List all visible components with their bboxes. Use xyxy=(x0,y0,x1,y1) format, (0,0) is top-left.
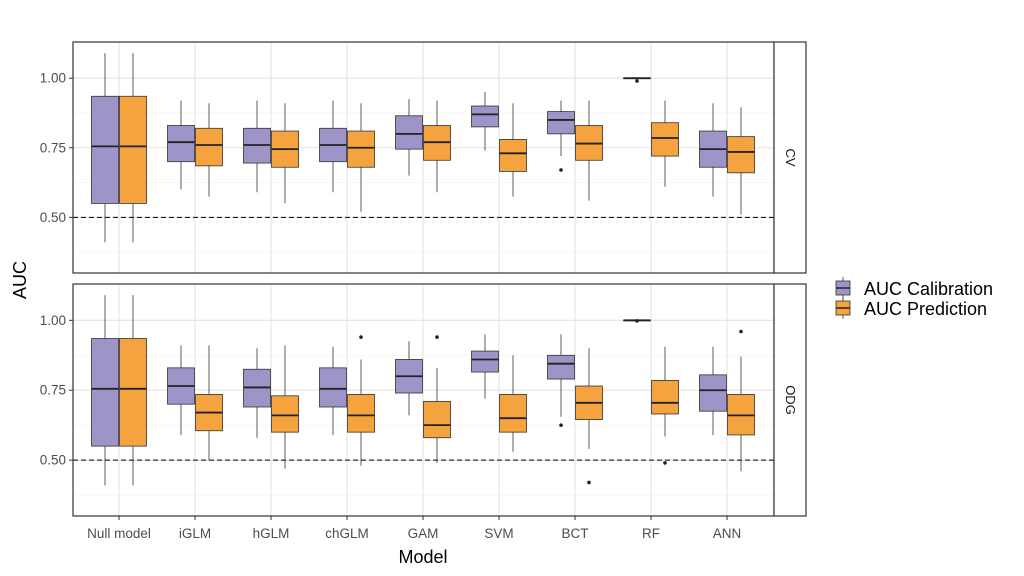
x-tick-label: RF xyxy=(642,526,660,541)
box-body xyxy=(271,395,299,433)
box-rf-calibration xyxy=(623,77,651,83)
box-gam-calibration xyxy=(395,341,423,416)
x-tick-label: SVM xyxy=(484,526,513,541)
box-null-model-calibration xyxy=(91,295,119,486)
box-rf-prediction xyxy=(651,100,679,187)
box-chglm-calibration xyxy=(319,100,347,193)
box-ann-calibration xyxy=(699,346,727,435)
outlier-point xyxy=(559,423,563,427)
legend-label: AUC Calibration xyxy=(864,279,993,299)
outlier-point xyxy=(359,335,363,339)
box-body xyxy=(547,111,575,135)
box-null-model-prediction xyxy=(119,53,147,243)
box-svm-calibration xyxy=(471,334,499,399)
box-hglm-calibration xyxy=(243,348,271,438)
box-hglm-prediction xyxy=(271,103,299,204)
box-bct-prediction xyxy=(575,100,603,201)
box-bct-prediction xyxy=(575,348,603,485)
box-ann-prediction xyxy=(727,107,755,215)
box-body xyxy=(651,122,679,157)
box-rf-calibration xyxy=(623,319,651,323)
facet-strip xyxy=(773,283,807,517)
facet-label-odg: ODG xyxy=(783,385,798,415)
box-null-model-prediction xyxy=(119,295,147,486)
legend-item-prediction: AUC Prediction xyxy=(835,297,987,319)
box-body xyxy=(471,105,499,128)
box-iglm-calibration xyxy=(167,100,195,190)
outlier-point xyxy=(635,79,639,83)
x-tick-label: BCT xyxy=(562,526,589,541)
x-tick-label: ANN xyxy=(713,526,742,541)
box-ann-prediction xyxy=(727,329,755,472)
box-body xyxy=(119,95,147,204)
box-body xyxy=(499,139,527,172)
y-tick-label: 0.50 xyxy=(40,453,66,468)
box-body xyxy=(195,127,223,167)
box-bct-calibration xyxy=(547,334,575,427)
box-body xyxy=(423,400,451,439)
box-body xyxy=(91,338,119,447)
facet-label-cv: CV xyxy=(783,148,798,166)
box-svm-prediction xyxy=(499,355,527,452)
panel-odg: ODG 0.50 0.75 1.00 xyxy=(40,283,807,517)
outlier-point xyxy=(739,329,743,334)
facet-strip xyxy=(773,41,807,274)
x-axis: Null model iGLM hGLM chGLM GAM SVM BCT RF ANN xyxy=(87,516,741,541)
legend-item-calibration: AUC Calibration xyxy=(835,277,993,299)
panels-layer: CV 0.50 0.75 1.00 ODG 0.50 0.75 1.00 Null model i… xyxy=(40,41,807,541)
outlier-point xyxy=(663,461,667,465)
panel-cv: CV 0.50 0.75 1.00 xyxy=(40,41,807,274)
x-tick-label: Null model xyxy=(87,526,151,541)
box-svm-calibration xyxy=(471,92,499,151)
box-bct-calibration xyxy=(547,100,575,172)
y-tick-label: 1.00 xyxy=(40,313,66,328)
box-svm-prediction xyxy=(499,103,527,197)
y-tick-label: 0.50 xyxy=(40,210,66,225)
legend-label: AUC Prediction xyxy=(864,299,987,319)
outlier-point xyxy=(435,335,439,339)
box-gam-prediction xyxy=(423,100,451,193)
box-gam-prediction xyxy=(423,335,451,463)
y-tick-label: 0.75 xyxy=(40,140,66,155)
box-body xyxy=(395,115,423,150)
box-body xyxy=(119,338,147,447)
box-ann-calibration xyxy=(699,103,727,197)
x-tick-label: iGLM xyxy=(179,526,211,541)
x-tick-label: hGLM xyxy=(253,526,290,541)
x-tick-label: GAM xyxy=(408,526,439,541)
box-body xyxy=(471,350,499,373)
box-gam-calibration xyxy=(395,99,423,176)
box-body xyxy=(347,394,375,433)
box-chglm-prediction xyxy=(347,335,375,466)
x-tick-label: chGLM xyxy=(325,526,369,541)
box-body xyxy=(651,380,679,415)
box-body xyxy=(167,125,195,163)
box-body xyxy=(727,136,755,174)
box-iglm-calibration xyxy=(167,345,195,435)
x-axis-title: Model xyxy=(398,547,447,567)
box-chglm-prediction xyxy=(347,103,375,212)
box-body xyxy=(699,374,727,412)
outlier-point xyxy=(587,480,591,485)
box-rf-prediction xyxy=(651,346,679,465)
box-body xyxy=(499,394,527,433)
box-body xyxy=(547,354,575,380)
box-null-model-calibration xyxy=(91,53,119,243)
outlier-point xyxy=(635,319,639,323)
outlier-point xyxy=(559,168,563,172)
y-tick-label: 0.75 xyxy=(40,383,66,398)
box-body xyxy=(91,95,119,204)
box-iglm-prediction xyxy=(195,345,223,461)
box-body xyxy=(319,367,347,408)
box-hglm-calibration xyxy=(243,100,271,193)
box-hglm-prediction xyxy=(271,345,299,469)
y-axis-title: AUC xyxy=(10,261,30,299)
box-body xyxy=(347,130,375,168)
box-chglm-calibration xyxy=(319,346,347,435)
y-tick-label: 1.00 xyxy=(40,71,66,86)
box-iglm-prediction xyxy=(195,103,223,197)
